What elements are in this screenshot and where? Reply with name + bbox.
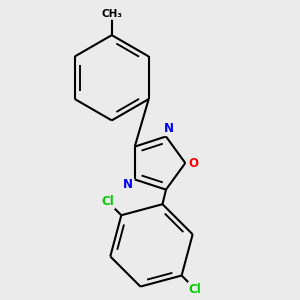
Text: CH₃: CH₃ (101, 9, 122, 19)
Text: Cl: Cl (189, 283, 202, 296)
Text: O: O (188, 157, 199, 169)
Text: N: N (164, 122, 173, 135)
Text: N: N (123, 178, 133, 191)
Text: Cl: Cl (101, 195, 114, 208)
